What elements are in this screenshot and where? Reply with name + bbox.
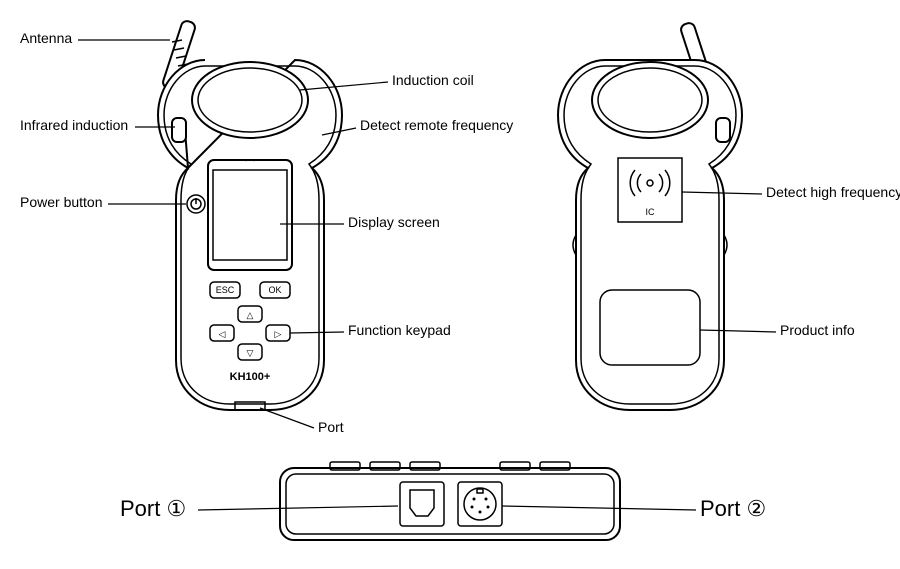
label-port: Port — [318, 419, 344, 435]
model-label: KH100+ — [230, 371, 271, 383]
label-antenna: Antenna — [20, 30, 72, 46]
svg-text:◁: ◁ — [219, 329, 226, 339]
svg-text:△: △ — [247, 310, 254, 320]
induction-coil — [192, 62, 308, 138]
label-display: Display screen — [348, 214, 440, 230]
back-view: IC Detect high frequency Product info — [558, 22, 900, 410]
svg-text:OK: OK — [268, 285, 281, 295]
svg-text:▷: ▷ — [275, 329, 282, 339]
svg-text:▽: ▽ — [247, 348, 254, 358]
svg-text:⌒: ⌒ — [245, 159, 254, 169]
bottom-view: Port ① Port ② — [120, 462, 766, 540]
label-infrared: Infrared induction — [20, 117, 128, 133]
label-detect-remote: Detect remote frequency — [360, 117, 513, 133]
device-diagram: ⌒ ESC OK △ ▽ ◁ ▷ KH100+ Antenna In — [0, 0, 900, 569]
label-port1: Port ① — [120, 496, 186, 521]
svg-text:IC: IC — [646, 207, 656, 217]
svg-text:ESC: ESC — [216, 285, 235, 295]
label-coil: Induction coil — [392, 72, 474, 88]
display-screen: ⌒ — [208, 159, 292, 270]
infrared-induction — [172, 118, 186, 142]
label-port2: Port ② — [700, 496, 766, 521]
front-view: ⌒ ESC OK △ ▽ ◁ ▷ KH100+ Antenna In — [20, 20, 513, 435]
esc-button: ESC — [210, 282, 240, 298]
label-product-info: Product info — [780, 322, 855, 338]
label-power: Power button — [20, 194, 103, 210]
ok-button: OK — [260, 282, 290, 298]
label-keypad: Function keypad — [348, 322, 451, 338]
label-detect-high: Detect high frequency — [766, 184, 900, 200]
